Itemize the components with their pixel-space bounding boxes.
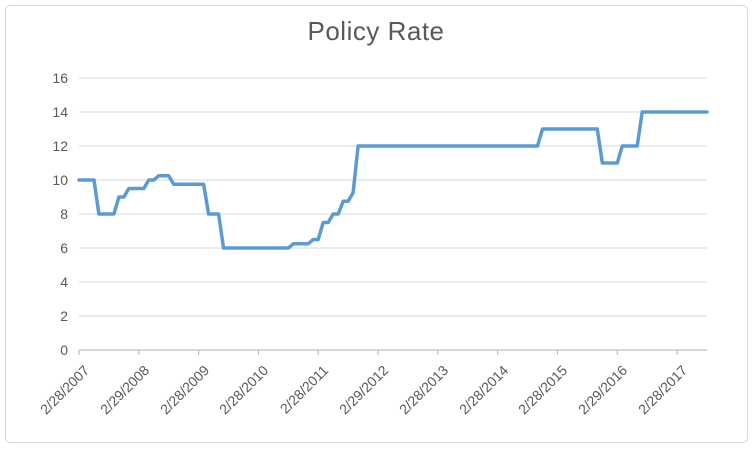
y-axis-label: 0: [60, 342, 68, 358]
y-axis-label: 2: [60, 308, 68, 324]
y-axis-label: 12: [52, 138, 68, 154]
y-axis-label: 10: [52, 172, 68, 188]
y-axis-label: 6: [60, 240, 68, 256]
chart-title: Policy Rate: [307, 16, 445, 46]
y-axis-label: 4: [60, 274, 68, 290]
y-axis-label: 14: [52, 104, 68, 120]
y-axis-label: 16: [52, 70, 68, 86]
y-axis-label: 8: [60, 206, 68, 222]
policy-rate-line: [77, 110, 709, 250]
